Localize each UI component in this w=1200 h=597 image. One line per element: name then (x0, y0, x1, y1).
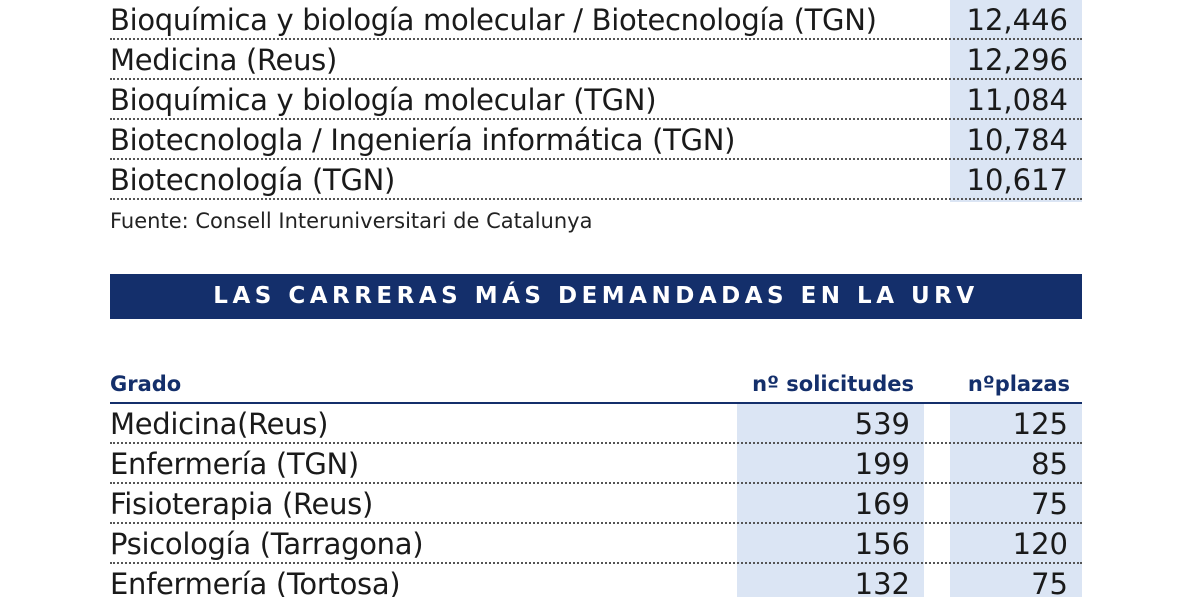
section-title: LAS CARRERAS MÁS DEMANDADAS EN LA URV (213, 283, 979, 309)
plazas-value: 120 (1012, 527, 1068, 561)
row-divider (110, 198, 1082, 200)
row-divider (110, 78, 1082, 80)
degree-label: Psicología (Tarragona) (110, 527, 424, 561)
header-plazas: nºplazas (967, 372, 1070, 396)
solicitudes-value: 156 (854, 527, 910, 561)
table-row: Enfermería (Tortosa) 132 75 (110, 564, 1082, 597)
table-row: Psicología (Tarragona) 156 120 (110, 524, 1082, 564)
cutoff-score: 12,446 (966, 3, 1068, 37)
section-title-bar: LAS CARRERAS MÁS DEMANDADAS EN LA URV (110, 274, 1082, 319)
table-row: Bioquímica y biología molecular / Biotec… (110, 0, 1082, 40)
header-grado: Grado (110, 372, 182, 396)
table-row: Biotecnologla / Ingeniería informática (… (110, 120, 1082, 160)
table-row: Enfermería (TGN) 199 85 (110, 444, 1082, 484)
plazas-value: 75 (1031, 487, 1068, 521)
degree-label: Enfermería (Tortosa) (110, 567, 401, 597)
degree-label: Fisioterapia (Reus) (110, 487, 374, 521)
row-divider (110, 158, 1082, 160)
degree-label: Bioquímica y biología molecular / Biotec… (110, 3, 877, 37)
degree-label: Enfermería (TGN) (110, 447, 359, 481)
row-divider (110, 442, 1082, 444)
row-divider (110, 562, 1082, 564)
row-divider (110, 482, 1082, 484)
row-divider (110, 522, 1082, 524)
degree-label: Bioquímica y biología molecular (TGN) (110, 83, 657, 117)
table-row: Fisioterapia (Reus) 169 75 (110, 484, 1082, 524)
table-row: Medicina(Reus) 539 125 (110, 404, 1082, 444)
solicitudes-column-shade (737, 403, 924, 597)
degree-label: Biotecnología (TGN) (110, 163, 396, 197)
table-row: Bioquímica y biología molecular (TGN) 11… (110, 80, 1082, 120)
table-row: Medicina (Reus) 12,296 (110, 40, 1082, 80)
row-divider (110, 38, 1082, 40)
plazas-column-shade (950, 403, 1082, 597)
plazas-value: 85 (1031, 447, 1068, 481)
table-row: Biotecnología (TGN) 10,617 (110, 160, 1082, 200)
score-column-shade (950, 0, 1082, 202)
source-note: Fuente: Consell Interuniversitari de Cat… (110, 209, 593, 233)
degree-label: Medicina (Reus) (110, 43, 338, 77)
cutoff-score: 10,784 (966, 123, 1068, 157)
solicitudes-value: 539 (854, 407, 910, 441)
plazas-value: 75 (1031, 567, 1068, 597)
table-header: Grado nº solicitudes nºplazas (110, 367, 1082, 404)
solicitudes-value: 132 (854, 567, 910, 597)
degree-label: Biotecnologla / Ingeniería informática (… (110, 123, 736, 157)
cutoff-score: 12,296 (966, 43, 1068, 77)
cutoff-score: 11,084 (966, 83, 1068, 117)
cutoff-score: 10,617 (966, 163, 1068, 197)
solicitudes-value: 199 (854, 447, 910, 481)
header-solicitudes: nº solicitudes (752, 372, 914, 396)
degree-label: Medicina(Reus) (110, 407, 329, 441)
row-divider (110, 118, 1082, 120)
plazas-value: 125 (1012, 407, 1068, 441)
solicitudes-value: 169 (854, 487, 910, 521)
